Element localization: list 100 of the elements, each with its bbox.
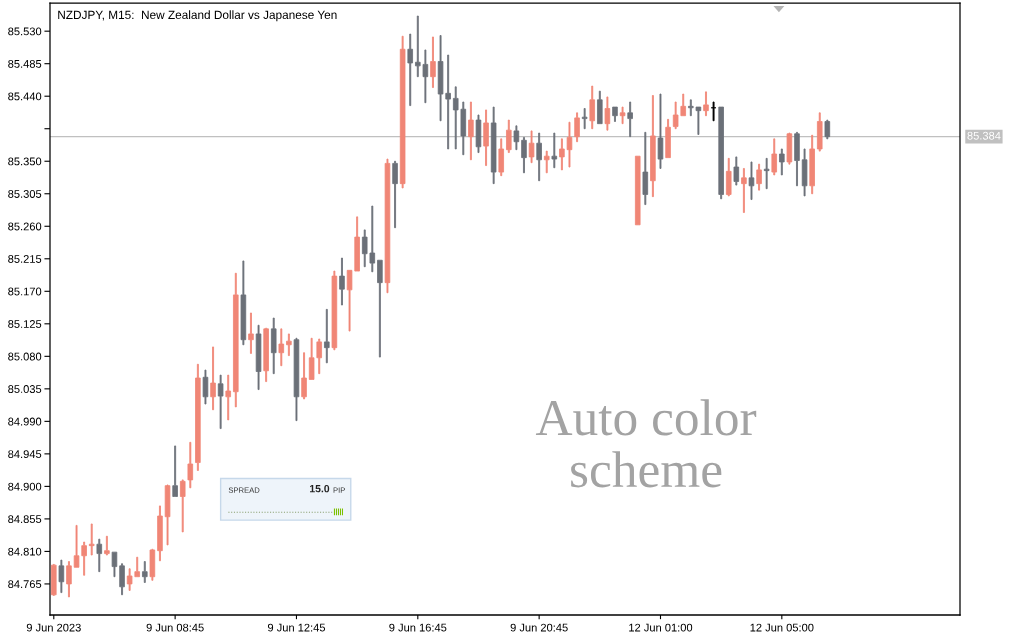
candlestick bbox=[96, 538, 103, 573]
x-tick-label: 9 Jun 08:45 bbox=[146, 623, 204, 632]
candlestick bbox=[430, 36, 436, 88]
candlestick bbox=[543, 150, 550, 174]
candlestick bbox=[286, 333, 292, 357]
candlestick bbox=[104, 535, 110, 556]
y-tick-label: 85.350 bbox=[8, 157, 42, 166]
candlestick bbox=[604, 96, 611, 131]
candlestick bbox=[179, 479, 186, 533]
candlestick bbox=[809, 134, 815, 195]
candlestick bbox=[619, 106, 626, 125]
candlestick bbox=[483, 109, 489, 166]
y-tick-label: 85.125 bbox=[8, 320, 42, 328]
candlestick bbox=[119, 563, 125, 596]
candlestick bbox=[66, 561, 72, 598]
candlestick bbox=[88, 523, 95, 556]
candlestick bbox=[475, 114, 482, 153]
x-tick-label: 9 Jun 16:45 bbox=[389, 623, 447, 632]
candlestick bbox=[392, 160, 398, 229]
candlestick bbox=[779, 148, 785, 176]
candlestick bbox=[324, 308, 330, 364]
text: NZDJPY, M15: New Zealand Dollar vs Japanese Yen bbox=[58, 10, 337, 22]
ref-line-label: 85.384 bbox=[967, 131, 1001, 140]
candlestick bbox=[756, 163, 762, 191]
candlestick bbox=[801, 148, 808, 197]
candlestick bbox=[657, 93, 664, 169]
candlestick bbox=[225, 374, 231, 421]
candlestick bbox=[786, 132, 793, 165]
candlestick bbox=[195, 363, 201, 471]
annotation: 15.0 bbox=[310, 484, 330, 493]
candlestick bbox=[642, 131, 649, 206]
candlestick bbox=[210, 346, 216, 411]
y-tick-label: 85.035 bbox=[8, 385, 42, 393]
y-tick-label: 84.855 bbox=[8, 515, 42, 524]
x-tick-label: 9 Jun 2023 bbox=[26, 623, 81, 632]
candlestick bbox=[51, 564, 57, 596]
candlestick bbox=[164, 484, 171, 546]
candlestick bbox=[58, 559, 65, 594]
y-tick-label: 84.810 bbox=[8, 547, 42, 556]
candlestick bbox=[650, 95, 656, 198]
candlestick bbox=[331, 270, 338, 351]
y-tick-label: 85.440 bbox=[8, 92, 42, 101]
candlestick bbox=[718, 106, 724, 200]
x-tick-label: 9 Jun 20:45 bbox=[510, 623, 568, 632]
candlestick bbox=[172, 445, 178, 497]
candlestick bbox=[665, 118, 671, 159]
candlestick bbox=[301, 352, 307, 400]
candlestick bbox=[771, 138, 778, 176]
candlestick bbox=[157, 505, 163, 562]
candlestick bbox=[506, 119, 512, 153]
candlestick bbox=[270, 317, 277, 375]
candlestick bbox=[574, 112, 580, 143]
candlestick bbox=[149, 548, 156, 581]
y-tick-label: 85.215 bbox=[8, 255, 42, 263]
candlestick bbox=[377, 259, 383, 358]
candlestick bbox=[339, 257, 345, 306]
candlestick bbox=[521, 136, 527, 174]
x-tick-label: 12 Jun 05:00 bbox=[750, 623, 814, 632]
candlestick bbox=[490, 106, 497, 185]
candlestick bbox=[703, 91, 709, 117]
y-tick-label: 84.900 bbox=[8, 482, 42, 491]
candlestick bbox=[407, 33, 413, 107]
candlestick bbox=[741, 168, 747, 213]
candlestick bbox=[233, 272, 239, 408]
candlestick bbox=[263, 327, 269, 383]
candlestick bbox=[710, 101, 717, 122]
candlestick bbox=[536, 132, 542, 182]
candlestick bbox=[202, 369, 209, 405]
y-tick-label: 85.305 bbox=[8, 190, 42, 198]
candlestick bbox=[187, 441, 194, 489]
candlestick bbox=[240, 260, 247, 346]
candlestick bbox=[513, 125, 520, 151]
candlestick bbox=[278, 328, 285, 367]
y-tick-label: 85.485 bbox=[8, 59, 42, 68]
y-tick-label: 85.530 bbox=[8, 27, 42, 36]
y-tick-label: 85.080 bbox=[8, 352, 42, 361]
candlestick bbox=[612, 106, 618, 122]
candlestick bbox=[142, 561, 148, 583]
x-tick-label: 12 Jun 01:00 bbox=[629, 623, 693, 632]
candlestick bbox=[498, 138, 504, 177]
candlestick bbox=[255, 324, 262, 390]
candlestick bbox=[634, 155, 641, 226]
x-tick-label: 9 Jun 12:45 bbox=[267, 623, 326, 632]
candlestick bbox=[293, 337, 300, 422]
y-tick-label: 84.990 bbox=[8, 417, 42, 426]
candlestick bbox=[733, 156, 740, 186]
candlestick bbox=[824, 119, 831, 140]
candlestick bbox=[816, 112, 823, 152]
candlestick bbox=[748, 161, 755, 200]
candlestick bbox=[597, 90, 603, 125]
candlestick bbox=[627, 101, 633, 138]
candlestick bbox=[384, 158, 391, 294]
y-tick-label: 85.260 bbox=[8, 222, 42, 231]
y-tick-label: 84.765 bbox=[8, 580, 42, 589]
candlestick bbox=[217, 374, 224, 429]
candlestick bbox=[581, 108, 588, 130]
candlestick bbox=[551, 132, 558, 169]
candlestick bbox=[111, 551, 118, 578]
candlestick bbox=[248, 312, 254, 354]
y-tick-label: 84.945 bbox=[8, 450, 42, 459]
